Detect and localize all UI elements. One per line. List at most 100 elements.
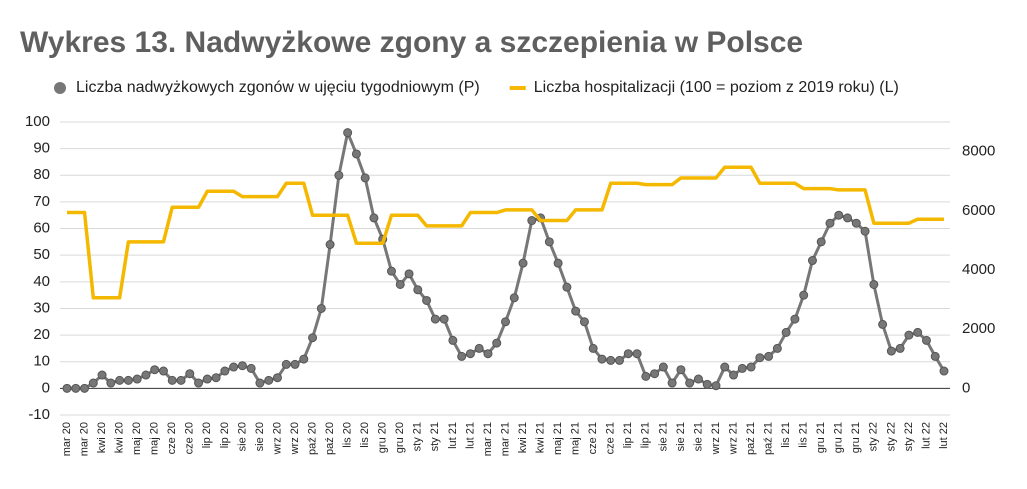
legend-label: Liczba hospitalizacji (100 = poziom z 20… <box>534 79 899 96</box>
data-point <box>641 371 651 381</box>
data-point <box>527 216 537 226</box>
data-point <box>851 218 861 228</box>
data-point <box>395 279 405 289</box>
data-point <box>509 293 519 303</box>
data-point <box>869 279 879 289</box>
data-point <box>334 170 344 180</box>
data-point <box>430 314 440 324</box>
data-point <box>588 343 598 353</box>
x-tick-label: lut 21 <box>464 422 476 449</box>
data-point <box>439 314 449 324</box>
data-point <box>790 314 800 324</box>
data-point <box>632 349 642 359</box>
data-point <box>290 359 300 369</box>
data-point <box>325 240 335 250</box>
data-point <box>422 295 432 305</box>
data-point <box>220 366 230 376</box>
data-point <box>299 354 309 364</box>
y-tick-label: 60 <box>33 220 50 237</box>
data-point <box>939 366 949 376</box>
x-tick-label: mar 21 <box>499 422 511 456</box>
data-point <box>562 282 572 292</box>
data-point <box>781 327 791 337</box>
y-tick-label: 100 <box>25 113 50 130</box>
data-point <box>106 378 116 388</box>
data-point <box>816 237 826 247</box>
data-point <box>711 381 721 391</box>
data-point <box>132 374 142 384</box>
y-tick-label: 20 <box>33 326 50 343</box>
x-tick-label: sty 22 <box>885 422 897 451</box>
data-point <box>176 375 186 385</box>
data-point <box>483 349 493 359</box>
data-point <box>667 378 677 388</box>
x-tick-label: kwi 21 <box>534 422 546 453</box>
x-tick-label: cze 20 <box>166 422 178 454</box>
data-point <box>202 374 212 384</box>
data-point <box>685 378 695 388</box>
x-tick-label: paź 21 <box>745 422 757 455</box>
data-point <box>729 370 739 380</box>
x-tick-label: lut 21 <box>447 422 459 449</box>
data-point <box>720 362 730 372</box>
data-point <box>246 363 256 373</box>
y-tick-label: 40 <box>33 273 50 290</box>
x-tick-label: wrz 20 <box>289 422 301 455</box>
data-point <box>167 375 177 385</box>
data-point <box>80 383 90 393</box>
data-point <box>799 290 809 300</box>
data-point <box>492 338 502 348</box>
data-point <box>211 373 221 383</box>
y-tick-label: -10 <box>28 406 50 423</box>
data-point <box>255 378 265 388</box>
x-tick-label: lip 21 <box>622 422 634 448</box>
data-point <box>878 319 888 329</box>
y2-tick-label: 8000 <box>962 143 995 160</box>
y2-tick-label: 6000 <box>962 202 995 219</box>
data-point <box>676 365 686 375</box>
data-point <box>308 333 318 343</box>
x-tick-label: paź 20 <box>324 422 336 455</box>
data-point <box>615 355 625 365</box>
data-point <box>895 343 905 353</box>
data-point <box>62 383 72 393</box>
data-point <box>913 327 923 337</box>
x-tick-label: cze 21 <box>587 422 599 454</box>
x-tick-label: lis 20 <box>359 422 371 448</box>
data-point <box>150 365 160 375</box>
chart-title: Wykres 13. Nadwyżkowe zgony a szczepieni… <box>20 26 803 59</box>
data-point <box>457 351 467 361</box>
data-point <box>229 362 239 372</box>
y2-tick-label: 4000 <box>962 261 995 278</box>
x-tick-label: maj 21 <box>552 422 564 455</box>
data-point <box>474 343 484 353</box>
data-point <box>404 269 414 279</box>
data-point <box>158 366 168 376</box>
data-point <box>413 285 423 295</box>
data-point <box>650 369 660 379</box>
data-point <box>141 370 151 380</box>
x-tick-label: gru 20 <box>394 422 406 453</box>
data-point <box>272 373 282 383</box>
data-point <box>501 317 510 327</box>
data-point <box>351 149 361 159</box>
data-point <box>316 303 326 313</box>
x-tick-label: paź 20 <box>306 422 318 455</box>
x-tick-label: sie 21 <box>675 422 687 451</box>
data-point <box>264 375 274 385</box>
x-tick-label: gru 21 <box>815 422 827 453</box>
x-tick-label: wrz 21 <box>710 422 722 455</box>
data-point <box>88 378 98 388</box>
x-tick-label: maj 20 <box>131 422 143 455</box>
data-point <box>281 359 291 369</box>
data-point <box>807 256 817 266</box>
data-point <box>544 237 554 247</box>
y2-tick-label: 0 <box>962 379 970 396</box>
x-tick-label: lip 20 <box>219 422 231 448</box>
data-point <box>71 383 81 393</box>
x-tick-label: sie 21 <box>692 422 704 451</box>
data-point <box>755 353 765 363</box>
x-tick-label: sty 22 <box>868 422 880 451</box>
x-tick-label: sty 21 <box>429 422 441 451</box>
